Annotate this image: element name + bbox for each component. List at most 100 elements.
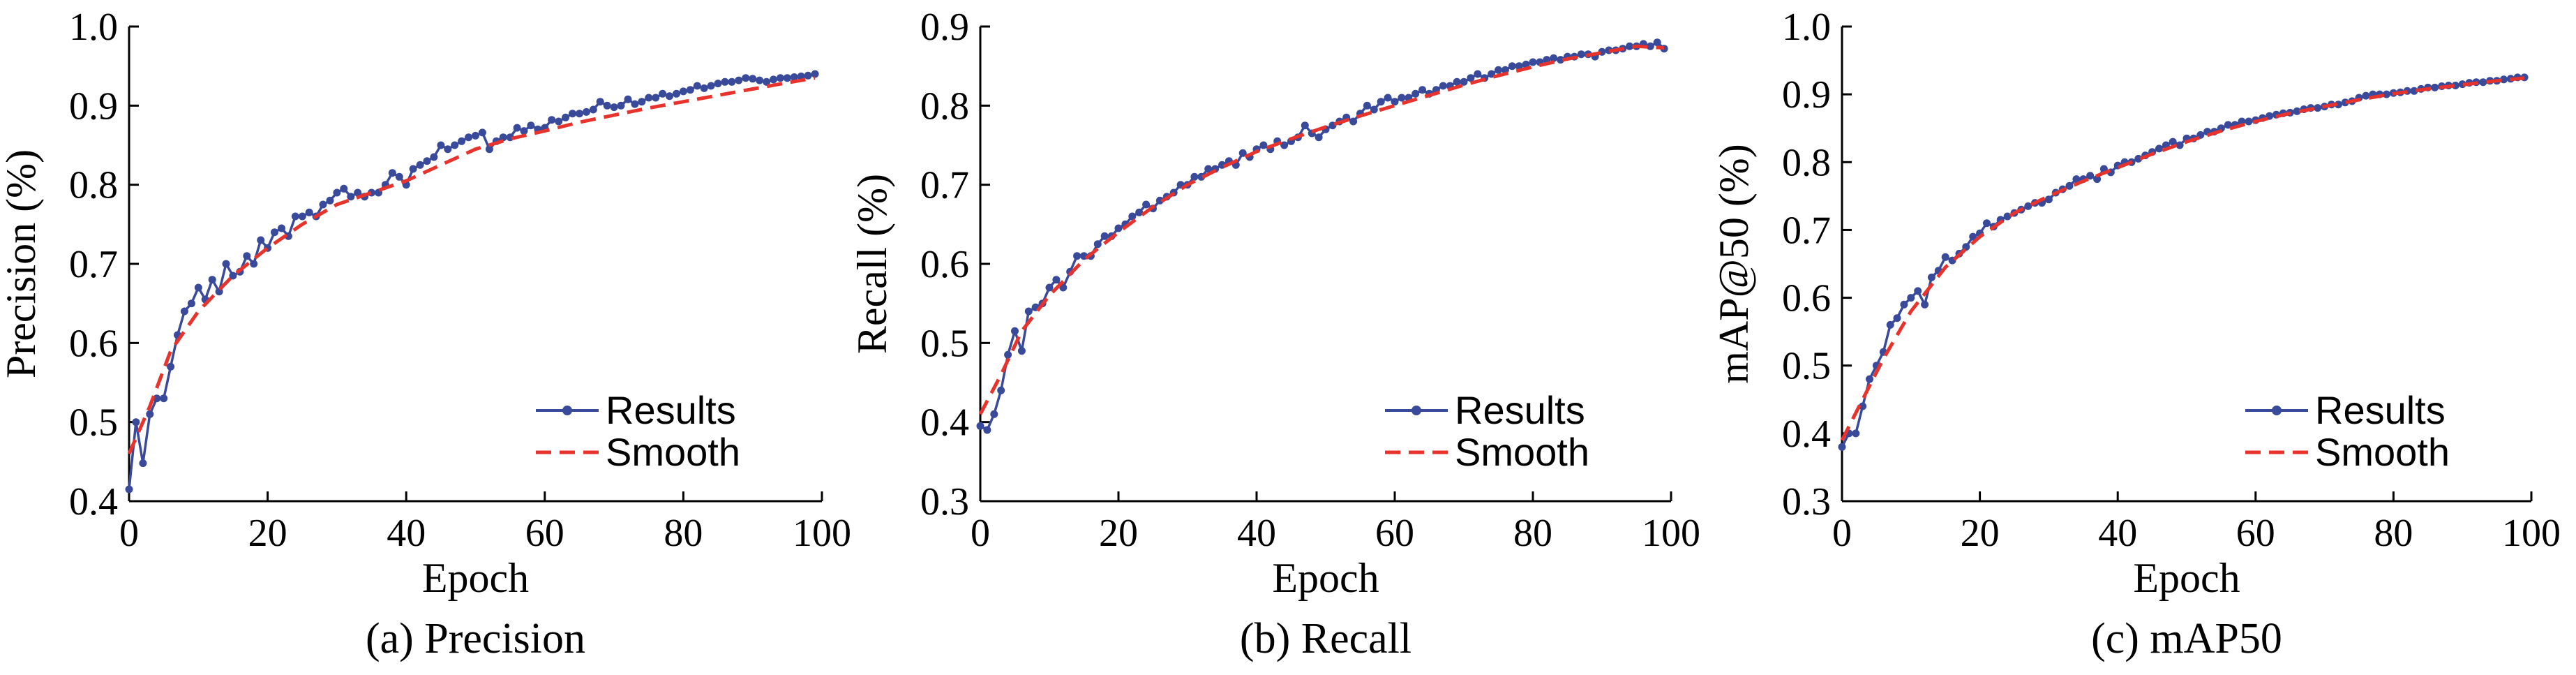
series-results-point <box>1515 62 1523 71</box>
series-results-point <box>437 141 445 149</box>
series-results-point <box>416 161 424 169</box>
y-tick-label: 0.6 <box>1782 277 1831 320</box>
series-results-point <box>652 94 660 102</box>
series-results-point <box>610 103 618 112</box>
x-tick-label: 60 <box>2236 512 2275 555</box>
series-results-point <box>326 196 334 205</box>
series-results-point <box>638 98 646 106</box>
series-results-point <box>1838 443 1846 451</box>
series-results-point <box>1391 98 1399 106</box>
series-results-point <box>465 133 473 142</box>
x-tick-label: 0 <box>1832 512 1852 555</box>
series-results-point <box>1238 149 1247 157</box>
y-tick-label: 0.9 <box>69 84 118 128</box>
y-tick-label: 0.8 <box>920 84 969 128</box>
series-results-point <box>679 87 687 96</box>
series-results-point <box>700 84 708 92</box>
x-tick-label: 100 <box>2502 512 2561 555</box>
series-results-point <box>1280 141 1289 149</box>
series-results-point <box>2431 83 2439 91</box>
series-results-point <box>569 110 576 118</box>
series-results-point <box>749 75 757 83</box>
series-results-point <box>1135 208 1144 216</box>
x-axis-title: Epoch <box>2133 555 2240 601</box>
series-results-point <box>1398 94 1406 102</box>
series-results-point <box>770 75 777 84</box>
x-tick-label: 0 <box>119 512 139 555</box>
y-tick-label: 0.9 <box>920 6 969 49</box>
series-results-point <box>1439 82 1447 90</box>
series-results-point <box>194 283 202 292</box>
series-results-point <box>1941 253 1949 261</box>
series-results-point <box>1983 219 1991 228</box>
series-smooth-line <box>978 44 1665 415</box>
series-results-point <box>1190 172 1199 181</box>
x-tick-label: 100 <box>793 512 851 555</box>
series-smooth-line <box>127 76 816 455</box>
series-results-point <box>125 485 133 494</box>
legend-smooth-label: Smooth <box>1455 430 1589 474</box>
series-results-point <box>2065 181 2074 190</box>
legend-smooth-label: Smooth <box>606 430 740 474</box>
series-results-point <box>2362 91 2370 100</box>
y-axis-title: Precision (%) <box>0 149 44 378</box>
series-results-point <box>187 299 195 308</box>
series-results-point <box>576 110 583 118</box>
y-axis-title: mAP@50 (%) <box>1711 144 1757 384</box>
series-results-point <box>458 137 466 145</box>
series-results-point <box>423 157 431 165</box>
series-results-point <box>2093 175 2102 184</box>
x-tick-label: 0 <box>971 512 990 555</box>
series-results-point <box>257 236 265 244</box>
y-tick-label: 0.7 <box>920 164 969 207</box>
series-results-point <box>1900 300 1908 309</box>
y-tick-label: 0.5 <box>920 322 969 365</box>
series-results-point <box>1467 74 1475 82</box>
series-results-point <box>2169 138 2177 146</box>
series-results-point <box>229 272 237 280</box>
chart-caption: (b) Recall <box>1240 615 1411 662</box>
series-results-point <box>983 426 991 434</box>
series-results-point <box>1155 196 1164 205</box>
y-tick-label: 1.0 <box>69 6 118 49</box>
series-results-point <box>596 98 604 106</box>
series-results-point <box>499 133 507 142</box>
series-results-point <box>1411 89 1420 98</box>
x-tick-label: 100 <box>1642 512 1700 555</box>
series-results-point <box>1550 54 1558 62</box>
series-results-point <box>354 188 362 197</box>
series-results-point <box>1204 165 1213 173</box>
series-results-point <box>388 169 396 177</box>
series-results-point <box>631 100 639 108</box>
series-results-point <box>1557 56 1565 64</box>
x-tick-label: 40 <box>1237 512 1276 555</box>
x-tick-label: 80 <box>1513 512 1552 555</box>
series-results-point <box>1370 105 1378 114</box>
legend-results-label: Results <box>2315 388 2446 432</box>
y-tick-label: 1.0 <box>1782 6 1831 49</box>
series-results-point <box>284 232 292 240</box>
chart-caption: (a) Precision <box>366 615 585 662</box>
legend-results-marker <box>2272 406 2282 415</box>
y-tick-label: 0.4 <box>920 401 969 445</box>
series-results-point <box>340 184 348 193</box>
series-results-point <box>2314 104 2322 112</box>
series-results-point <box>139 459 147 468</box>
series-results-point <box>659 89 667 98</box>
y-axis-title: Recall (%) <box>849 174 895 354</box>
y-tick-label: 0.7 <box>1782 209 1831 252</box>
series-results-point <box>1004 350 1012 359</box>
series-results-point <box>2500 75 2508 84</box>
series-results-point <box>790 73 798 81</box>
series-results-point <box>1886 320 1894 329</box>
series-results-point <box>243 252 251 260</box>
series-results-point <box>1969 232 1977 241</box>
series-results-point <box>666 92 673 101</box>
series-results-point <box>2003 212 2012 221</box>
series-results-point <box>1852 429 1860 438</box>
series-results-point <box>2176 141 2184 149</box>
x-axis-title: Epoch <box>1272 555 1379 601</box>
series-results-point <box>2383 90 2390 98</box>
